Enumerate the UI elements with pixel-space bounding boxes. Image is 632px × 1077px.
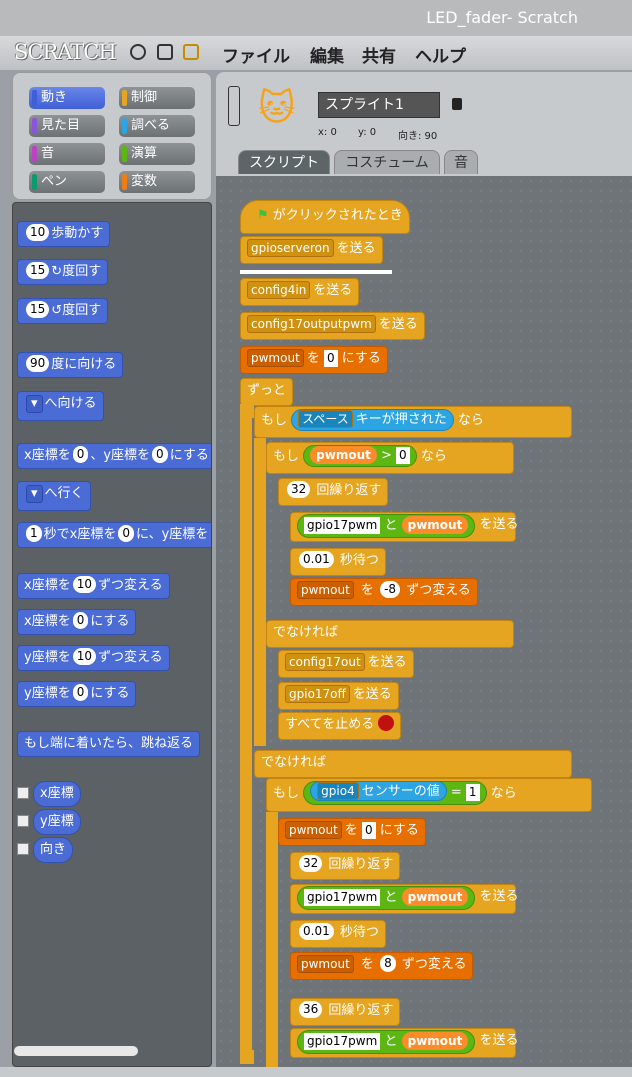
cat-sprite-icon: 🐱 (258, 88, 296, 129)
palette-scrollbar[interactable] (14, 1046, 138, 1056)
block-palette: 10 歩動かす 15 ↻度回す 15 ↺度回す 90 度に向ける ▾ へ向ける x座標を 0… (12, 202, 212, 1067)
category-sound[interactable]: 音 (29, 143, 105, 165)
tab-costumes[interactable]: コスチューム (334, 150, 440, 174)
block-change-pwmout-minus8[interactable]: pwmout を -8 ずつ変える (290, 578, 478, 606)
block-when-flag-clicked[interactable]: ⚑ がクリックされたとき (240, 200, 410, 234)
green-flag-icon: ⚑ (257, 208, 269, 223)
category-operators[interactable]: 演算 (119, 143, 195, 165)
block-wait[interactable]: 0.01 秒待つ (290, 548, 386, 576)
block-broadcast-config4in[interactable]: config4in を送る (240, 278, 360, 306)
menu-help[interactable]: ヘルプ (415, 47, 466, 67)
category-motion[interactable]: 動き (29, 87, 105, 109)
bottom-bar (0, 1067, 632, 1077)
if-body-2 (266, 812, 278, 1067)
category-pen[interactable]: ペン (29, 171, 105, 193)
block-set-pwmout-0[interactable]: pwmout を 0 にする (278, 818, 426, 846)
sprite-direction: 向き: 90 (398, 131, 438, 142)
rotate-cw-icon: ↻ (51, 264, 63, 279)
window-title: LED_fader- Scratch (426, 8, 578, 27)
rotation-style-icon[interactable] (228, 86, 240, 126)
block-forever[interactable]: ずっと (240, 378, 294, 406)
category-sensing[interactable]: 調べる (119, 115, 195, 137)
block-glide[interactable]: 1 秒でx座標を 0 に、y座標を (17, 522, 211, 548)
block-set-pwmout[interactable]: pwmout を 0 にする (240, 346, 388, 374)
stop-sign-icon (378, 715, 395, 731)
block-repeat-32-b[interactable]: 32 回繰り返す (290, 852, 401, 880)
menu-share[interactable]: 共有 (362, 47, 396, 67)
block-wait-b[interactable]: 0.01 秒待つ (290, 920, 386, 948)
block-point-towards[interactable]: ▾ へ向ける (17, 391, 104, 421)
menu-file[interactable]: ファイル (222, 47, 290, 67)
block-change-x[interactable]: x座標を 10 ずつ変える (17, 573, 170, 599)
reporter-direction[interactable]: 向き (33, 837, 74, 863)
block-change-pwmout-plus8[interactable]: pwmout を 8 ずつ変える (290, 952, 474, 980)
block-if-pwmout-gt-0[interactable]: もし pwmout > 0 なら (266, 442, 514, 474)
share-icon[interactable] (183, 44, 199, 60)
block-broadcast-gpio17off[interactable]: gpio17off を送る (278, 682, 399, 710)
block-set-y[interactable]: y座標を 0 にする (17, 681, 137, 707)
block-broadcast-config17outputpwm[interactable]: config17outputpwm を送る (240, 312, 425, 340)
menu-bar: SCRATCH ファイル 編集 共有 ヘルプ (0, 36, 632, 70)
category-control[interactable]: 制御 (119, 87, 195, 109)
block-if-gpio4-eq-1[interactable]: もし gpio4 センサーの値 = 1 なら (266, 778, 592, 812)
if-else-body-1 (254, 438, 266, 746)
block-broadcast-pwm[interactable]: gpio17pwm と pwmout を送る (290, 512, 518, 542)
checkbox-y-position[interactable] (17, 815, 29, 827)
block-broadcast-gpioserveron[interactable]: gpioserveron を送る (240, 236, 383, 264)
block-if-key-pressed[interactable]: もし スペース キーが押された なら (254, 406, 572, 438)
checkbox-x-position[interactable] (17, 787, 29, 799)
tab-scripts[interactable]: スクリプト (238, 150, 330, 174)
sprite-y: y: 0 (358, 127, 377, 138)
lock-icon[interactable] (452, 98, 462, 110)
forever-body (240, 404, 254, 1064)
sprite-name-field[interactable]: スプライト1 (318, 92, 440, 118)
block-else-1[interactable]: でなければ (266, 620, 514, 648)
checkbox-direction[interactable] (17, 843, 29, 855)
drop-indicator (240, 270, 392, 274)
window-title-bar: LED_fader- Scratch (0, 0, 632, 36)
block-broadcast-pwm-c[interactable]: gpio17pwm と pwmout を送る (290, 1028, 518, 1058)
block-repeat-32[interactable]: 32 回繰り返す (278, 478, 389, 506)
block-turn-right[interactable]: 15 ↻度回す (17, 259, 109, 285)
block-change-y[interactable]: y座標を 10 ずつ変える (17, 645, 170, 671)
block-broadcast-pwm-b[interactable]: gpio17pwm と pwmout を送る (290, 884, 518, 914)
globe-icon[interactable] (130, 44, 146, 60)
category-looks[interactable]: 見た目 (29, 115, 105, 137)
script-area[interactable]: ⚑ がクリックされたとき gpioserveron を送る config4in を送… (216, 176, 632, 1067)
block-stop-all[interactable]: すべてを止める (278, 712, 402, 740)
block-repeat-36[interactable]: 36 回繰り返す (290, 998, 401, 1026)
block-else-2[interactable]: でなければ (254, 750, 572, 778)
block-set-x[interactable]: x座標を 0 にする (17, 609, 137, 635)
reporter-x-position[interactable]: x座標 (33, 781, 81, 807)
block-broadcast-config17out[interactable]: config17out を送る (278, 650, 414, 678)
reporter-y-position[interactable]: y座標 (33, 809, 81, 835)
rotate-ccw-icon: ↺ (51, 303, 63, 318)
tab-sounds[interactable]: 音 (444, 150, 478, 174)
sprite-x: x: 0 (318, 127, 337, 138)
block-move-steps[interactable]: 10 歩動かす (17, 221, 111, 247)
menu-edit[interactable]: 編集 (310, 47, 344, 67)
block-bounce[interactable]: もし端に着いたら、跳ね返る (17, 731, 201, 757)
block-turn-left[interactable]: 15 ↺度回す (17, 298, 109, 324)
scratch-logo: SCRATCH (14, 40, 117, 64)
block-goto[interactable]: ▾ へ行く (17, 481, 91, 511)
save-icon[interactable] (157, 44, 173, 60)
block-goto-xy[interactable]: x座標を 0 、y座標を 0 にする (17, 443, 211, 469)
category-variables[interactable]: 変数 (119, 171, 195, 193)
category-panel: 動き 制御 見た目 調べる 音 演算 ペン 変数 (12, 72, 212, 200)
block-point-direction[interactable]: 90 度に向ける (17, 352, 124, 378)
